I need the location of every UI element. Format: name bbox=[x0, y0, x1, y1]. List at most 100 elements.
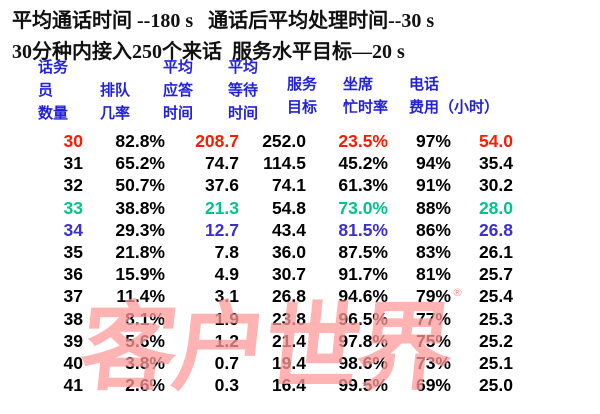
cell-occupancy: 79% bbox=[415, 286, 451, 307]
watermark-registered-mark: ® bbox=[452, 286, 463, 299]
column-header-avg-answer-time: 平均 应答 时间 bbox=[163, 56, 193, 125]
cell-occupancy: 94% bbox=[415, 153, 451, 174]
cell-agents: 40 bbox=[63, 353, 83, 373]
cell-queue-probability: 38.8% bbox=[115, 197, 165, 218]
cell-phone-cost: 35.4 bbox=[478, 153, 513, 174]
header-line: 员 bbox=[38, 81, 54, 99]
cell-queue-probability: 5.6% bbox=[125, 330, 165, 351]
cell-agents: 37 bbox=[63, 286, 83, 307]
cell-avg-answer-time: 21.3 bbox=[204, 197, 239, 218]
cell-queue-probability: 3.8% bbox=[125, 353, 165, 373]
cell-avg-wait-time: 54.8 bbox=[271, 197, 306, 218]
cell-occupancy: 73% bbox=[415, 353, 451, 373]
cell-queue-probability: 8.1% bbox=[125, 308, 165, 329]
cell-service-level: 81.5% bbox=[338, 219, 388, 240]
cell-avg-wait-time: 30.7 bbox=[271, 264, 306, 285]
cell-agents: 41 bbox=[63, 375, 83, 396]
cell-avg-answer-time: 208.7 bbox=[195, 131, 239, 151]
cell-avg-answer-time: 7.8 bbox=[214, 242, 239, 262]
cell-phone-cost: 25.0 bbox=[478, 375, 513, 396]
header-line: 忙时率 bbox=[343, 98, 389, 116]
cell-avg-wait-time: 114.5 bbox=[263, 153, 306, 174]
cell-phone-cost: 26.8 bbox=[478, 219, 513, 240]
cell-phone-cost: 30.2 bbox=[478, 175, 513, 196]
column-header-avg-wait-time: 平均 等待 时间 bbox=[228, 56, 258, 125]
header-line: 目标 bbox=[287, 98, 318, 116]
column-header-phone-cost: 电话费用（小时） bbox=[409, 73, 499, 119]
cell-agents: 31 bbox=[63, 153, 83, 174]
header-line: 时间 bbox=[228, 104, 259, 122]
table-row: 33 38.8% 21.3 54.8 73.0% 88% 28.0 bbox=[0, 198, 600, 220]
cell-agents: 39 bbox=[63, 330, 83, 351]
cell-queue-probability: 11.4% bbox=[116, 286, 165, 307]
cell-avg-answer-time: 1.9 bbox=[214, 308, 239, 329]
column-header-queue-probability: 排队 几率 bbox=[100, 79, 130, 125]
cell-phone-cost: 25.3 bbox=[478, 308, 513, 329]
cell-service-level: 99.5% bbox=[338, 375, 388, 396]
cell-phone-cost: 28.0 bbox=[478, 197, 513, 218]
header-line: 时间 bbox=[163, 104, 194, 122]
cell-service-level: 61.3% bbox=[338, 175, 388, 196]
cell-avg-answer-time: 3.1 bbox=[214, 286, 239, 307]
header-line: 平均 bbox=[163, 58, 194, 76]
cell-occupancy: 88% bbox=[415, 197, 451, 218]
cell-service-level: 23.5% bbox=[338, 131, 388, 151]
header-line: 平均 bbox=[228, 58, 259, 76]
header-line: 排队 bbox=[100, 81, 131, 99]
column-header-occupancy: 坐席 忙时率 bbox=[343, 73, 388, 119]
cell-service-level: 94.6% bbox=[338, 286, 388, 307]
cell-avg-answer-time: 1.2 bbox=[214, 330, 239, 351]
table-row: 39 5.6% 1.2 21.4 97.8% 75% 25.2 bbox=[0, 331, 600, 353]
table-row: 30 82.8% 208.7 252.0 23.5% 97% 54.0 bbox=[0, 131, 600, 153]
header-line: 服务 bbox=[287, 75, 318, 93]
cell-occupancy: 91% bbox=[415, 175, 451, 196]
cell-phone-cost: 25.1 bbox=[478, 353, 513, 373]
cell-queue-probability: 82.8% bbox=[115, 131, 165, 151]
cell-avg-wait-time: 19.4 bbox=[271, 353, 306, 373]
cell-avg-answer-time: 4.9 bbox=[214, 264, 239, 285]
table-row: 31 65.2% 74.7 114.5 45.2% 94% 35.4 bbox=[0, 153, 600, 175]
cell-service-level: 96.5% bbox=[338, 308, 388, 329]
cell-avg-answer-time: 74.7 bbox=[204, 153, 239, 174]
cell-service-level: 91.7% bbox=[338, 264, 388, 285]
header-line: 电话 bbox=[409, 75, 440, 93]
cell-agents: 30 bbox=[63, 131, 83, 151]
cell-avg-wait-time: 74.1 bbox=[271, 175, 306, 196]
cell-queue-probability: 65.2% bbox=[115, 153, 165, 174]
cell-service-level: 87.5% bbox=[338, 242, 388, 262]
header-line-2: 30分种内接入250个来话 服务水平目标—20 s bbox=[12, 41, 405, 63]
cell-avg-wait-time: 43.4 bbox=[271, 219, 306, 240]
cell-avg-wait-time: 23.8 bbox=[271, 308, 306, 329]
cell-agents: 33 bbox=[63, 197, 83, 218]
header-line: 费用（小时） bbox=[409, 98, 500, 116]
cell-phone-cost: 26.1 bbox=[478, 242, 513, 262]
cell-occupancy: 69% bbox=[415, 375, 451, 396]
header-line: 几率 bbox=[100, 104, 131, 122]
cell-queue-probability: 15.9% bbox=[115, 264, 165, 285]
cell-agents: 38 bbox=[63, 308, 83, 329]
table-row: 36 15.9% 4.9 30.7 91.7% 81% 25.7 bbox=[0, 264, 600, 286]
cell-avg-wait-time: 21.4 bbox=[271, 330, 306, 351]
cell-avg-wait-time: 26.8 bbox=[271, 286, 306, 307]
cell-agents: 32 bbox=[63, 175, 83, 196]
cell-phone-cost: 25.4 bbox=[478, 286, 513, 307]
header-line: 应答 bbox=[163, 81, 194, 99]
cell-service-level: 45.2% bbox=[338, 153, 388, 174]
cell-agents: 34 bbox=[63, 219, 83, 240]
header-line: 话务 bbox=[38, 58, 69, 76]
cell-phone-cost: 54.0 bbox=[478, 131, 513, 151]
column-header-agents: 话务员数量 bbox=[38, 56, 68, 125]
table-row: 41 2.6% 0.3 16.4 99.5% 69% 25.0 bbox=[0, 375, 600, 397]
header-line-1: 平均通话时间 --180 s 通话后平均处理时间--30 s bbox=[12, 10, 435, 32]
cell-avg-wait-time: 16.4 bbox=[271, 375, 306, 396]
cell-queue-probability: 50.7% bbox=[115, 175, 165, 196]
column-header-service-level: 服务 目标 bbox=[287, 73, 317, 119]
table-row: 37 11.4% 3.1 26.8 94.6% 79% 25.4 bbox=[0, 286, 600, 308]
cell-agents: 35 bbox=[63, 242, 83, 262]
cell-avg-answer-time: 0.3 bbox=[214, 375, 239, 396]
cell-avg-answer-time: 0.7 bbox=[214, 353, 239, 373]
cell-occupancy: 83% bbox=[415, 242, 451, 262]
cell-queue-probability: 29.3% bbox=[115, 219, 165, 240]
cell-avg-wait-time: 252.0 bbox=[262, 131, 306, 151]
cell-occupancy: 75% bbox=[415, 330, 451, 351]
